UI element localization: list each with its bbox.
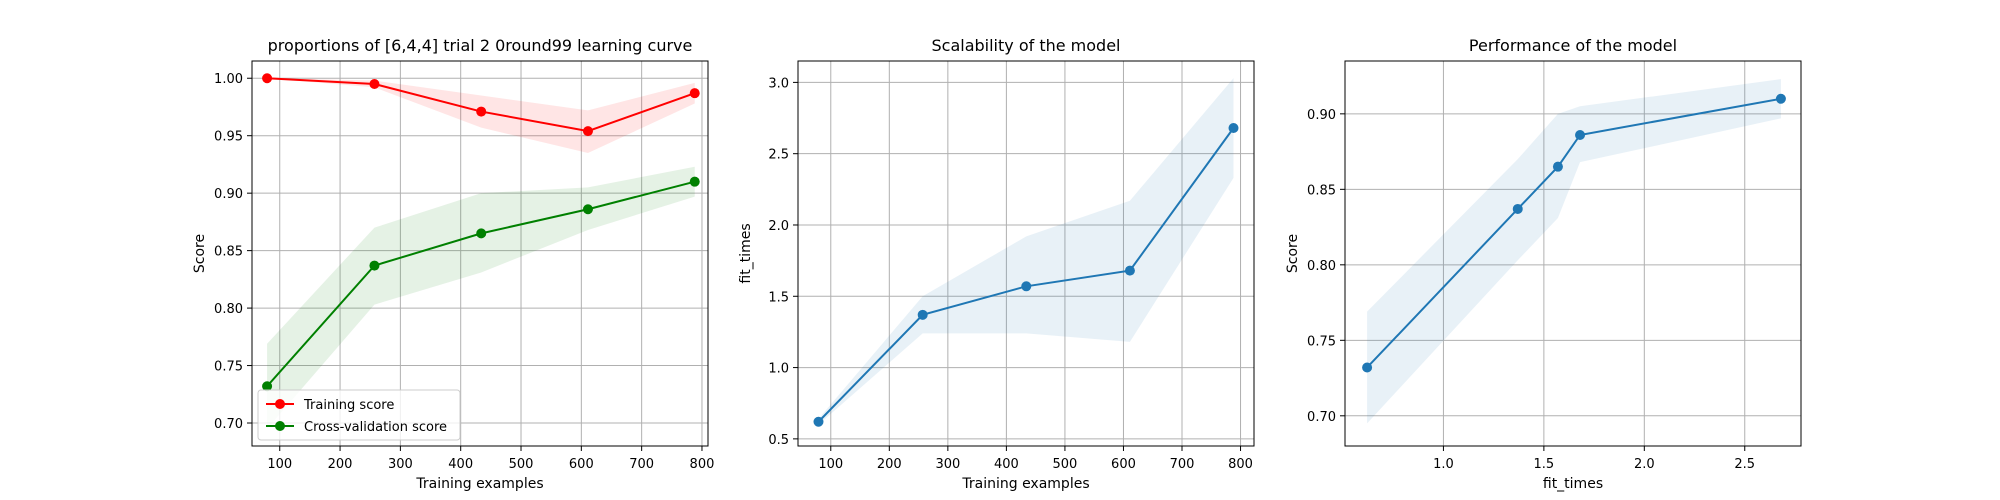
x-tick-label: 500	[1053, 457, 1078, 472]
data-point	[689, 88, 700, 99]
legend-swatch-marker	[275, 399, 285, 409]
x-tick-label: 700	[629, 457, 654, 472]
y-tick-label: 1.0	[768, 362, 789, 377]
scalability-panel: 100 200 300 400 500 600 700 800 0.5 1.0 1.5 2.0 2.5 3…	[738, 36, 1255, 492]
legend-label: Training score	[303, 398, 394, 413]
y-tick-label: 0.85	[1307, 183, 1336, 198]
x-tick-label: 2.0	[1634, 457, 1655, 472]
y-tick-label: 0.75	[1307, 334, 1336, 349]
y-axis-label: Score	[1285, 234, 1301, 273]
y-tick-label: 0.85	[214, 245, 243, 260]
x-tick-label: 200	[328, 457, 353, 472]
x-axis-label: Training examples	[415, 476, 543, 492]
legend: Training score Cross-validation score	[257, 389, 461, 441]
axes-frame	[797, 60, 1255, 447]
y-tick-label: 0.70	[214, 417, 243, 432]
y-tick-label: 2.5	[768, 148, 789, 163]
x-tick-label: 300	[388, 457, 413, 472]
confidence-band	[818, 78, 1234, 425]
data-point	[1575, 129, 1586, 140]
data-point	[1775, 93, 1786, 104]
y-tick-label: 0.90	[214, 187, 243, 202]
data-point	[476, 106, 487, 117]
axes-frame	[1344, 60, 1802, 447]
x-axis-label: fit_times	[1543, 476, 1603, 492]
data-point	[1552, 161, 1563, 172]
y-tick-label: 1.5	[768, 290, 789, 305]
x-axis-label: Training examples	[961, 476, 1089, 492]
x-tick-label: 700	[1170, 457, 1195, 472]
data-point	[1362, 362, 1373, 373]
x-tick-label: 800	[690, 457, 715, 472]
confidence-band	[267, 166, 695, 429]
chart-title: proportions of [6,4,4] trial 2 0round99 …	[268, 36, 693, 55]
y-tick-label: 0.95	[214, 130, 243, 145]
confidence-band	[1367, 79, 1781, 424]
axes-frame	[251, 60, 709, 447]
data-point	[689, 176, 700, 187]
learning-curve-panel: 100 200 300 400 500 600 700 800 0.70 0.75 0.80 0.85…	[192, 36, 714, 492]
x-tick-label: 300	[935, 457, 960, 472]
x-tick-label: 600	[1111, 457, 1136, 472]
data-point	[1512, 203, 1523, 214]
y-axis-label: Score	[192, 234, 208, 273]
chart-title: Scalability of the model	[932, 36, 1121, 55]
data-point	[1124, 265, 1135, 276]
x-tick-label: 600	[569, 457, 594, 472]
y-axis-label: fit_times	[738, 223, 754, 283]
y-tick-label: 0.80	[1307, 259, 1336, 274]
y-tick-label: 0.70	[1307, 410, 1336, 425]
y-tick-label: 0.75	[214, 360, 243, 375]
data-point	[1021, 281, 1032, 292]
y-tick-label: 1.00	[214, 72, 243, 87]
x-tick-label: 400	[994, 457, 1019, 472]
data-point	[582, 204, 593, 215]
x-tick-label: 2.5	[1734, 457, 1755, 472]
data-point	[1228, 123, 1239, 134]
data-point	[369, 78, 380, 89]
x-tick-label: 500	[509, 457, 534, 472]
y-tick-label: 0.90	[1307, 108, 1336, 123]
x-tick-label: 400	[448, 457, 473, 472]
x-tick-label: 100	[818, 457, 843, 472]
x-tick-label: 800	[1228, 457, 1253, 472]
data-point	[476, 228, 487, 239]
y-tick-label: 0.5	[768, 433, 789, 448]
data-point	[917, 309, 928, 320]
chart-title: Performance of the model	[1469, 36, 1677, 55]
data-point	[262, 381, 273, 392]
data-point	[369, 260, 380, 271]
x-tick-label: 1.5	[1534, 457, 1555, 472]
x-tick-label: 1.0	[1433, 457, 1454, 472]
y-tick-label: 3.0	[768, 76, 789, 91]
data-point	[582, 126, 593, 137]
x-tick-label: 200	[877, 457, 902, 472]
y-tick-label: 0.80	[214, 302, 243, 317]
data-point	[262, 73, 273, 84]
legend-box	[257, 389, 461, 441]
x-tick-label: 100	[267, 457, 292, 472]
y-tick-label: 2.0	[768, 219, 789, 234]
data-point	[813, 416, 824, 427]
legend-swatch-marker	[275, 421, 285, 431]
legend-label: Cross-validation score	[304, 420, 447, 435]
performance-panel: 1.0 1.5 2.0 2.5 0.70 0.75 0.80 0.85 0.90 Performa…	[1285, 36, 1802, 492]
